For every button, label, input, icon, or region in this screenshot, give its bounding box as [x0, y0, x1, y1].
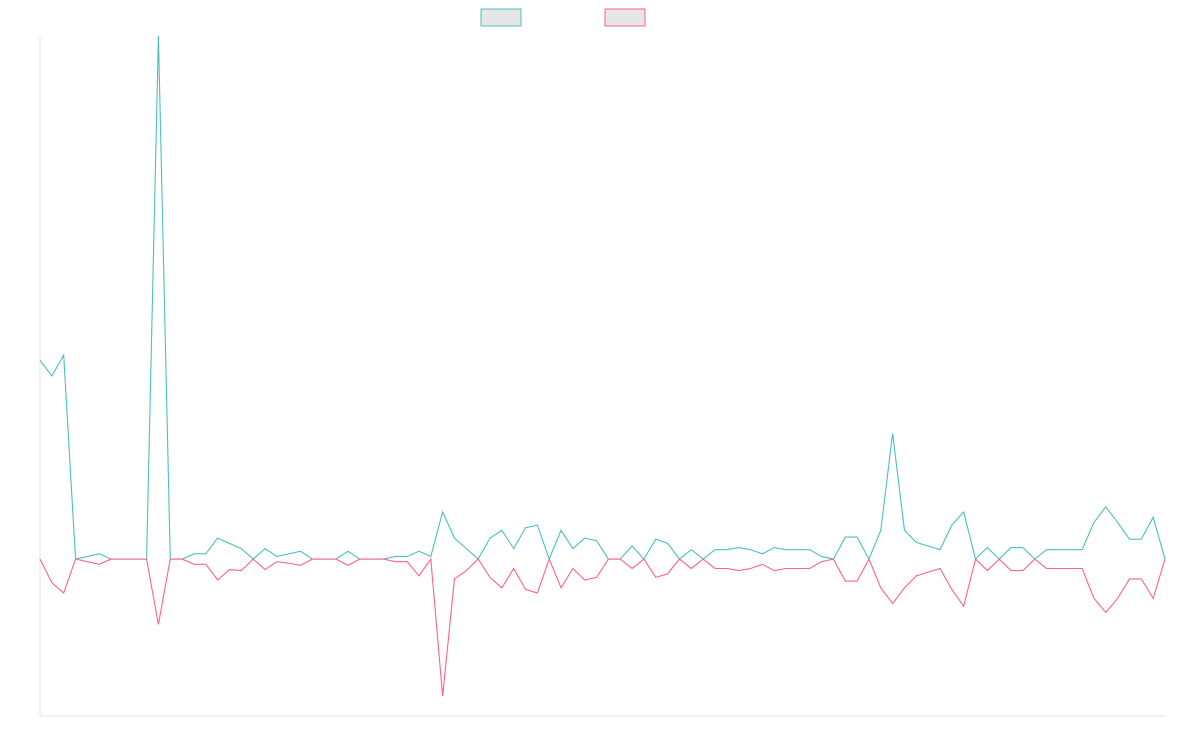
legend-swatch-series-1[interactable]	[480, 8, 522, 27]
axes	[39, 36, 1165, 717]
series-line-1	[39, 35, 1166, 561]
legend	[480, 8, 646, 27]
series-line-2	[39, 557, 1166, 697]
series-layer	[39, 35, 1166, 697]
legend-swatch-series-2[interactable]	[604, 8, 646, 27]
